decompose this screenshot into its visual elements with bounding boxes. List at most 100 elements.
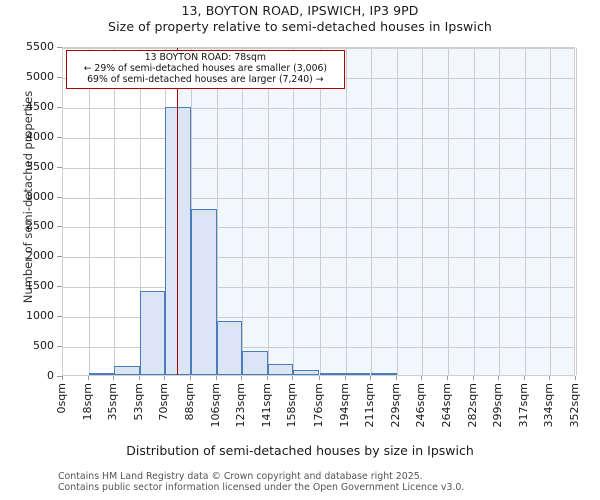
annotation-box: 13 BOYTON ROAD: 78sqm ← 29% of semi-deta… (66, 50, 345, 89)
x-axis-tick-mark (267, 376, 269, 380)
gridline-vertical (242, 48, 244, 375)
plot-area (62, 47, 577, 376)
x-axis-tick-mark (88, 376, 90, 380)
y-axis-tick-mark (57, 106, 62, 108)
y-axis-tick-label: 500 (33, 339, 54, 353)
x-axis-tick-label: 53sqm (132, 383, 146, 421)
gridline-horizontal (63, 197, 574, 199)
y-axis-tick-label: 5500 (26, 40, 54, 53)
attribution-footer: Contains HM Land Registry data © Crown c… (58, 471, 588, 493)
x-axis-tick-mark (62, 376, 63, 380)
annotation-line1: 13 BOYTON ROAD: 78sqm (144, 52, 266, 63)
gridline-horizontal (63, 137, 574, 139)
y-axis-tick-label: 3000 (26, 189, 54, 203)
y-axis-tick-label: 5000 (26, 69, 54, 83)
x-axis-tick-mark (113, 376, 114, 380)
x-axis-title: Distribution of semi-detached houses by … (126, 443, 474, 458)
y-axis-tick-label: 2500 (26, 219, 54, 233)
histogram-bar (140, 291, 165, 375)
y-axis-tick-mark (57, 166, 62, 168)
x-axis-tick-label: 211sqm (362, 383, 376, 428)
x-axis-tick-label: 176sqm (311, 383, 325, 428)
x-axis-tick-label: 106sqm (209, 383, 223, 428)
gridline-vertical (447, 48, 449, 375)
footer-line2: Contains public sector information licen… (58, 482, 465, 493)
x-axis-tick-mark (472, 376, 474, 380)
y-axis-tick-mark (57, 76, 62, 78)
x-axis-tick-label: 264sqm (439, 383, 453, 428)
x-axis-tick-mark (497, 376, 499, 380)
x-axis-tick-label: 0sqm (55, 383, 68, 414)
footer-line1: Contains HM Land Registry data © Crown c… (58, 471, 423, 482)
y-axis-tick-mark (57, 376, 62, 377)
histogram-bar (217, 320, 243, 375)
x-axis-tick-mark (216, 376, 218, 380)
y-axis-tick-label: 4500 (26, 99, 54, 113)
gridline-vertical (293, 48, 295, 375)
gridline-vertical (89, 48, 91, 375)
y-axis-tick-label: 1500 (26, 279, 54, 293)
x-axis-tick-mark (395, 376, 397, 380)
y-axis-tick-mark (57, 196, 62, 198)
y-axis-tick-label: 4000 (26, 129, 54, 143)
gridline-vertical (576, 48, 577, 375)
gridline-horizontal (63, 347, 574, 349)
gridline-vertical (114, 48, 115, 375)
x-axis-tick-label: 123sqm (234, 383, 248, 428)
chart-title-line1: 13, BOYTON ROAD, IPSWICH, IP3 9PD (181, 3, 419, 18)
annotation-line2: ← 29% of semi-detached houses are smalle… (83, 63, 328, 75)
x-axis-tick-label: 229sqm (388, 383, 402, 428)
gridline-vertical (421, 48, 423, 375)
y-axis-tick-mark (57, 346, 62, 348)
x-axis-tick-label: 246sqm (413, 383, 427, 428)
y-axis-tick-mark (57, 47, 62, 48)
x-axis-tick-label: 334sqm (541, 383, 555, 428)
gridline-vertical (345, 48, 347, 375)
x-axis-tick-mark (241, 376, 243, 380)
x-axis-tick-label: 141sqm (260, 383, 274, 428)
x-axis-tick-label: 88sqm (183, 383, 197, 421)
histogram-bar (242, 351, 269, 375)
histogram-bar (89, 373, 114, 375)
gridline-vertical (524, 48, 526, 375)
gridline-horizontal (63, 317, 574, 319)
x-axis-tick-mark (420, 376, 422, 380)
gridline-horizontal (63, 48, 574, 49)
histogram-bar (191, 209, 218, 375)
x-axis-tick-mark (190, 376, 192, 380)
x-axis-tick-mark (523, 376, 525, 380)
gridline-horizontal (63, 107, 574, 109)
x-axis-tick-mark (292, 376, 294, 380)
x-axis-tick-mark (344, 376, 346, 380)
y-axis-tick-mark (57, 286, 62, 288)
x-axis-tick-label: 18sqm (81, 383, 95, 421)
y-axis-tick-label: 0 (47, 369, 54, 382)
histogram-bar (293, 370, 320, 375)
gridline-vertical (473, 48, 475, 375)
y-axis-tick-label: 2000 (26, 249, 54, 263)
y-axis-tick-mark (57, 136, 62, 138)
x-axis-tick-mark (139, 376, 141, 380)
gridline-horizontal (63, 167, 574, 169)
gridline-vertical (319, 48, 321, 375)
x-axis-tick-label: 70sqm (157, 383, 171, 421)
histogram-bar (268, 364, 294, 375)
x-axis-tick-label: 158sqm (285, 383, 299, 428)
x-axis-tick-mark (318, 376, 320, 380)
gridline-horizontal (63, 287, 574, 289)
y-axis-tick-mark (57, 226, 62, 228)
histogram-bar (370, 373, 397, 375)
histogram-bar (114, 366, 141, 375)
histogram-bar (345, 373, 371, 375)
gridline-vertical (217, 48, 219, 375)
x-axis-tick-label: 299sqm (490, 383, 504, 428)
x-axis-tick-mark (548, 376, 550, 380)
x-axis-tick-label: 282sqm (465, 383, 479, 428)
gridline-vertical (268, 48, 270, 375)
x-axis-tick-mark (369, 376, 371, 380)
x-axis-tick-mark (164, 376, 166, 380)
gridline-horizontal (63, 257, 574, 259)
property-size-marker-line (176, 48, 179, 375)
x-axis-tick-label: 317sqm (516, 383, 530, 428)
